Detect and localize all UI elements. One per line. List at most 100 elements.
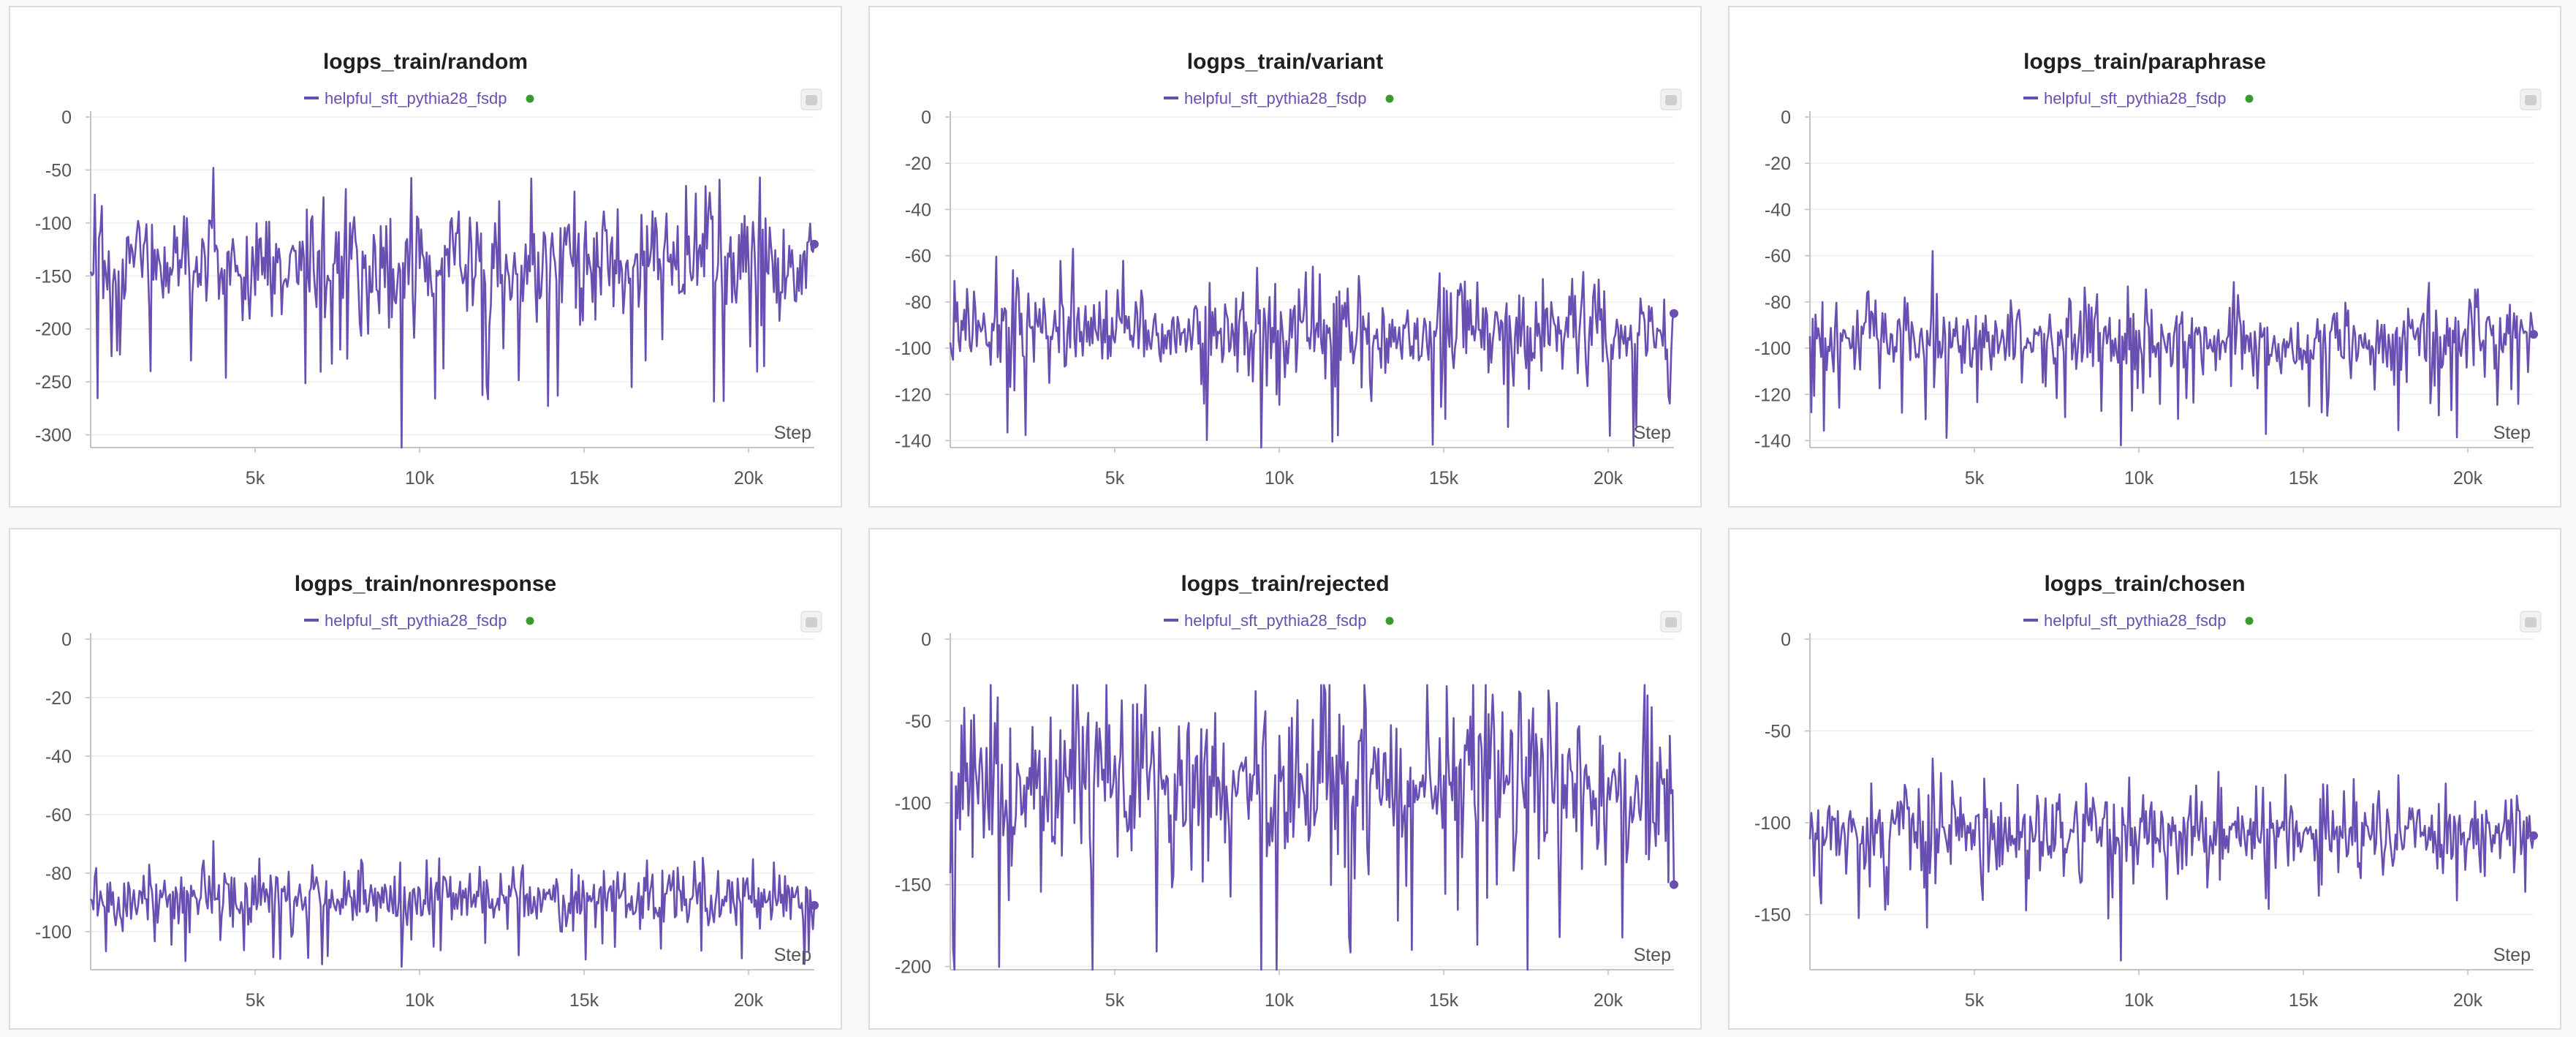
legend-label: helpful_sft_pythia28_fsdp (325, 611, 507, 630)
x-tick-label: 20k (734, 468, 764, 489)
x-tick-label: 15k (2289, 468, 2319, 489)
series-last-point (2529, 831, 2538, 840)
chart-panel[interactable]: logps_train/rejected helpful_sft_pythia28… (868, 528, 1702, 1030)
y-tick-label: 0 (1781, 108, 1791, 128)
y-tick-label: -60 (45, 805, 72, 826)
x-axis-label: Step (2493, 423, 2531, 443)
run-status-dot (1385, 616, 1394, 625)
y-tick-label: -20 (1765, 154, 1791, 174)
legend-entry[interactable]: helpful_sft_pythia28_fsdp (1164, 611, 1394, 630)
series-last-point (1670, 880, 1678, 889)
chart-panel[interactable]: logps_train/variant helpful_sft_pythia28_… (868, 6, 1702, 508)
y-tick-label: -100 (1754, 339, 1791, 359)
legend-entry[interactable]: helpful_sft_pythia28_fsdp (2023, 89, 2254, 108)
x-axis-label: Step (1634, 945, 1671, 965)
series-last-point (810, 901, 819, 910)
chart-title: logps_train/paraphrase (2023, 50, 2266, 74)
line-chart: logps_train/variant helpful_sft_pythia28_… (895, 50, 1682, 489)
y-tick-label: -100 (895, 339, 931, 359)
y-tick-label: -80 (45, 864, 72, 884)
legend-entry[interactable]: helpful_sft_pythia28_fsdp (1164, 89, 1394, 108)
y-tick-label: -40 (1765, 200, 1791, 220)
x-tick-label: 5k (1965, 990, 1985, 1011)
chart-panel[interactable]: logps_train/chosen helpful_sft_pythia28_f… (1728, 528, 2561, 1030)
panel-menu-icon-glyph (806, 95, 817, 105)
run-status-dot (2245, 94, 2254, 103)
series-last-point (810, 239, 819, 249)
x-axis-label: Step (774, 423, 811, 443)
chart-title: logps_train/nonresponse (295, 572, 556, 596)
panel-menu-icon[interactable] (2520, 611, 2542, 633)
x-tick-label: 15k (1429, 990, 1459, 1011)
legend-label: helpful_sft_pythia28_fsdp (1184, 611, 1367, 630)
legend-label: helpful_sft_pythia28_fsdp (1184, 89, 1367, 108)
chart-title: logps_train/chosen (2044, 572, 2245, 596)
chart-title: logps_train/random (323, 50, 528, 74)
x-axis-label: Step (1634, 423, 1671, 443)
x-tick-label: 10k (405, 468, 435, 489)
chart-title: logps_train/variant (1187, 50, 1383, 74)
x-tick-label: 5k (246, 990, 265, 1011)
x-tick-label: 20k (2453, 468, 2483, 489)
y-tick-label: -100 (35, 922, 72, 943)
panel-menu-icon[interactable] (1660, 88, 1682, 110)
x-tick-label: 20k (2453, 990, 2483, 1011)
legend-label: helpful_sft_pythia28_fsdp (325, 89, 507, 108)
y-tick-label: -50 (45, 160, 72, 181)
x-tick-label: 15k (1429, 468, 1459, 489)
series-line[interactable] (1808, 250, 2535, 447)
series-line[interactable] (949, 247, 1675, 449)
run-status-dot (526, 616, 534, 625)
chart-panel[interactable]: logps_train/random helpful_sft_pythia28_f… (9, 6, 842, 508)
x-tick-label: 10k (2124, 990, 2154, 1011)
series-last-point (2529, 330, 2538, 339)
line-chart: logps_train/random helpful_sft_pythia28_f… (35, 50, 822, 489)
line-chart: logps_train/rejected helpful_sft_pythia28… (895, 572, 1682, 1011)
series-line[interactable] (1808, 757, 2535, 962)
panel-menu-icon[interactable] (1660, 611, 1682, 633)
panel-menu-icon[interactable] (800, 611, 822, 633)
y-tick-label: -150 (1754, 905, 1791, 926)
y-tick-label: 0 (1781, 630, 1791, 650)
x-axis-label: Step (774, 945, 811, 965)
x-tick-label: 20k (1594, 990, 1624, 1011)
x-tick-label: 15k (569, 990, 599, 1011)
legend-entry[interactable]: helpful_sft_pythia28_fsdp (304, 611, 534, 630)
chart-panel[interactable]: logps_train/paraphrase helpful_sft_pythia… (1728, 6, 2561, 508)
series-line[interactable] (949, 684, 1675, 971)
y-tick-label: 0 (61, 630, 72, 650)
chart-title: logps_train/rejected (1181, 572, 1389, 596)
x-tick-label: 20k (734, 990, 764, 1011)
x-tick-label: 15k (2289, 990, 2319, 1011)
x-tick-label: 5k (246, 468, 265, 489)
y-tick-label: -20 (45, 688, 72, 709)
y-tick-label: -100 (35, 214, 72, 234)
y-tick-label: -200 (895, 957, 931, 978)
y-tick-label: -40 (905, 200, 931, 220)
chart-panel[interactable]: logps_train/nonresponse helpful_sft_pythi… (9, 528, 842, 1030)
y-tick-label: -150 (35, 266, 72, 287)
y-tick-label: -200 (35, 320, 72, 340)
series-line[interactable] (89, 840, 816, 968)
y-tick-label: -120 (895, 385, 931, 405)
panel-menu-icon-glyph (1665, 617, 1677, 627)
panel-menu-icon-glyph (2525, 617, 2537, 627)
y-tick-label: -100 (895, 793, 931, 814)
y-tick-label: 0 (921, 108, 931, 128)
panel-menu-icon[interactable] (800, 88, 822, 110)
y-tick-label: -80 (905, 293, 931, 313)
legend-entry[interactable]: helpful_sft_pythia28_fsdp (304, 89, 534, 108)
y-tick-label: -100 (1754, 813, 1791, 834)
legend-entry[interactable]: helpful_sft_pythia28_fsdp (2023, 611, 2254, 630)
y-tick-label: -140 (895, 431, 931, 452)
run-status-dot (2245, 616, 2254, 625)
series-line[interactable] (89, 167, 816, 449)
panel-menu-icon[interactable] (2520, 88, 2542, 110)
y-tick-label: -50 (905, 712, 931, 732)
x-tick-label: 10k (405, 990, 435, 1011)
line-chart: logps_train/paraphrase helpful_sft_pythia… (1754, 50, 2542, 489)
legend-label: helpful_sft_pythia28_fsdp (2044, 89, 2227, 108)
run-status-dot (526, 94, 534, 103)
y-tick-label: -40 (45, 747, 72, 767)
y-tick-label: -300 (35, 426, 72, 446)
